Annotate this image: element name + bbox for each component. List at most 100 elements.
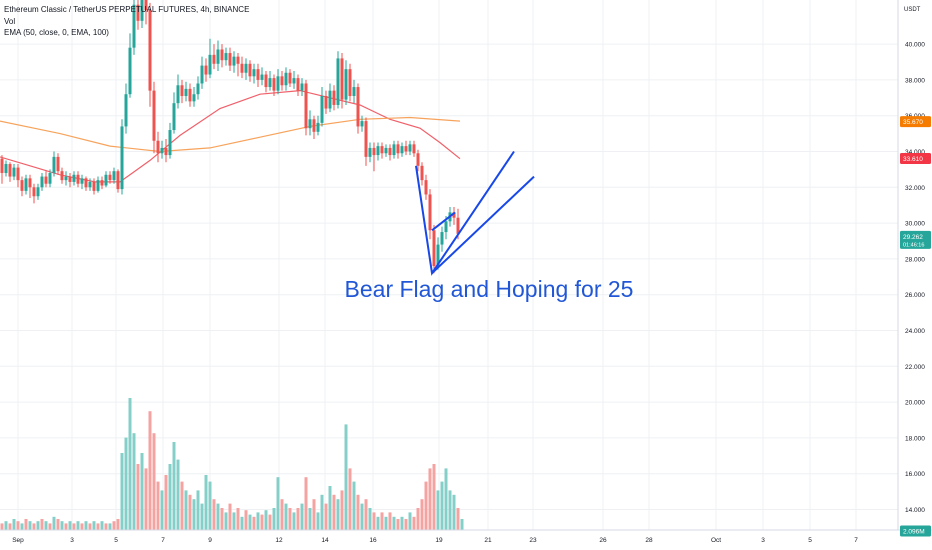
candle-body [144, 0, 148, 11]
volume-bar [172, 442, 176, 530]
candle-body [404, 146, 408, 152]
volume-bar [8, 523, 12, 530]
volume-bar [388, 512, 392, 530]
volume-bar [372, 512, 376, 530]
volume-bar [296, 508, 300, 530]
volume-bar [364, 499, 368, 530]
volume-bar [196, 490, 200, 530]
candle-body [44, 176, 48, 184]
volume-bar [380, 512, 384, 530]
candle-body [84, 178, 88, 188]
time-tick-label: Oct [711, 537, 721, 544]
volume-bar [280, 499, 284, 530]
candle-body [48, 172, 52, 184]
candle-body [308, 119, 312, 129]
volume-bar [92, 521, 96, 530]
chart-legend: Ethereum Classic / TetherUS PERPETUAL FU… [4, 4, 249, 39]
time-tick-label: 7 [854, 537, 858, 544]
price-tick-label: 28.000 [905, 256, 925, 263]
price-axis[interactable]: 40.00038.00036.00034.00032.00030.00028.0… [905, 42, 925, 514]
candle-body [192, 94, 196, 102]
candle-body [428, 194, 432, 231]
candle-body [380, 146, 384, 154]
volume-bar [348, 468, 352, 530]
candle-body [80, 178, 84, 184]
candle-body [4, 164, 8, 173]
candle-body [256, 69, 260, 80]
volume-indicator-label[interactable]: Vol [4, 16, 16, 26]
ema-indicator-label[interactable]: EMA (50, close, 0, EMA, 100) [4, 28, 109, 37]
candle-body [328, 90, 332, 109]
candle-body [452, 212, 456, 218]
volume-bar [408, 512, 412, 530]
candle-body [72, 174, 76, 182]
volume-bars [0, 398, 464, 530]
volume-bar [412, 516, 416, 530]
candle-body [444, 221, 448, 233]
candle-body [400, 146, 404, 154]
volume-bar [392, 516, 396, 530]
time-tick-label: 5 [114, 537, 118, 544]
volume-bar [80, 523, 84, 530]
time-tick-label: 3 [70, 537, 74, 544]
volume-bar [128, 398, 132, 530]
symbol-title[interactable]: Ethereum Classic / TetherUS PERPETUAL FU… [4, 5, 250, 14]
trendline-drawings[interactable] [415, 150, 535, 276]
candle-body [348, 69, 352, 97]
candle-body [316, 122, 320, 132]
volume-bar [324, 503, 328, 530]
price-tick-label: 26.000 [905, 292, 925, 299]
bear-flag-annotation[interactable]: Bear Flag and Hoping for 25 [345, 276, 634, 302]
candle-body [156, 140, 160, 154]
candle-body [136, 4, 140, 21]
time-tick-label: 14 [321, 537, 329, 544]
price-label-box [900, 230, 931, 249]
volume-bar [336, 499, 340, 530]
volume-bar [328, 486, 332, 530]
volume-bar [292, 512, 296, 530]
candle-body [296, 78, 300, 91]
price-tick-label: 32.000 [905, 185, 925, 192]
candle-body [440, 232, 444, 245]
candle-body [120, 126, 124, 190]
candle-body [224, 53, 228, 61]
currency-label: USDT [904, 7, 921, 13]
candle-body [76, 174, 80, 184]
volume-bar [36, 521, 40, 530]
price-label-countdown: 01:46:16 [903, 242, 924, 248]
volume-bar [256, 512, 260, 530]
candle-body [200, 65, 204, 84]
volume-bar [144, 468, 148, 530]
volume-bar [344, 424, 348, 530]
candle-body [360, 121, 364, 127]
candle-body [260, 74, 264, 80]
volume-bar [440, 481, 444, 530]
candle-body [408, 144, 412, 152]
price-label-text: 2.096M [903, 528, 925, 535]
time-axis[interactable]: Sep 3 5 7 9 12 14 16 19 21 23 26 28 Oct 3 5 7 [12, 537, 858, 544]
volume-bar [60, 521, 64, 530]
trendline [431, 211, 456, 232]
volume-bar [132, 433, 136, 530]
candle-body [20, 180, 24, 191]
ema-lines [0, 89, 461, 183]
candle-body [100, 180, 104, 186]
volume-bar [452, 494, 456, 530]
candle-body [232, 56, 236, 66]
volume-bar [120, 453, 124, 530]
volume-bar [72, 523, 76, 530]
volume-bar [356, 494, 360, 530]
volume-bar [252, 516, 256, 530]
candle-body [248, 63, 252, 77]
candle-body [356, 87, 360, 127]
candle-body [376, 146, 380, 156]
volume-bar [216, 503, 220, 530]
candle-body [284, 72, 288, 86]
candle-body [344, 69, 348, 100]
volume-bar [168, 464, 172, 530]
volume-bar [20, 523, 24, 530]
candle-body [68, 176, 72, 182]
candle-body [384, 147, 388, 154]
volume-bar [84, 521, 88, 530]
